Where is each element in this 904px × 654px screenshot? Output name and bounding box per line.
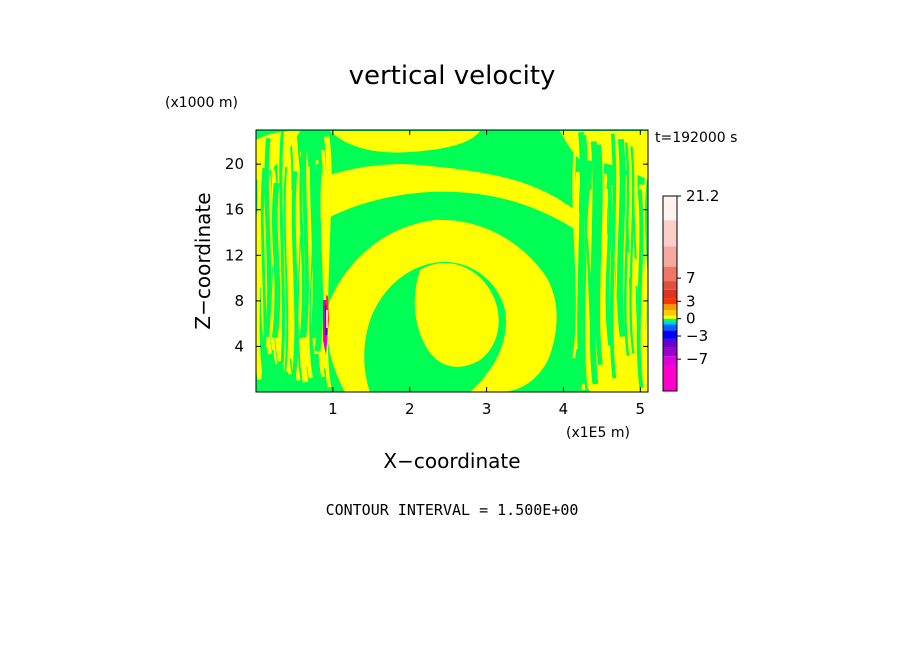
colorbar-band bbox=[663, 266, 677, 282]
yellow-arch-inner bbox=[326, 219, 557, 392]
colorbar-band bbox=[663, 324, 677, 331]
colorbar-band bbox=[663, 281, 677, 290]
colorbar-band bbox=[663, 220, 677, 247]
x-tick-label: 5 bbox=[636, 400, 646, 418]
colorbar-band bbox=[663, 330, 677, 339]
colorbar-band bbox=[663, 318, 677, 322]
wave-stripe bbox=[286, 186, 294, 359]
wave-stripe bbox=[268, 152, 275, 350]
wave-stripe bbox=[264, 138, 272, 337]
yellow-arch-outer bbox=[256, 164, 648, 300]
wave-stripe bbox=[314, 163, 324, 352]
wave-stripe bbox=[319, 149, 327, 369]
colorbar-band bbox=[663, 304, 677, 310]
y-units-label: (x1000 m) bbox=[165, 95, 238, 111]
wave-stripe bbox=[577, 131, 586, 385]
x-tick-label: 1 bbox=[328, 400, 338, 418]
colorbar: 21.2 7 30−3 −7 bbox=[662, 187, 719, 392]
x-tick-label: 3 bbox=[482, 400, 492, 418]
y-tick-label: 20 bbox=[225, 155, 244, 173]
wave-stripe bbox=[605, 170, 613, 346]
colorbar-band bbox=[663, 289, 677, 299]
yellow-upper-band bbox=[330, 131, 480, 153]
colorbar-band bbox=[663, 246, 677, 267]
yellow-core bbox=[414, 262, 499, 367]
wave-stripe bbox=[324, 138, 332, 388]
wave-stripe bbox=[595, 144, 603, 365]
wave-stripe bbox=[299, 152, 305, 339]
field-contours bbox=[256, 130, 648, 392]
wave-stripe bbox=[636, 189, 644, 388]
colorbar-band bbox=[663, 298, 677, 305]
wave-stripe bbox=[256, 146, 264, 380]
wave-stripe bbox=[624, 142, 630, 357]
y-tick-label: 12 bbox=[225, 246, 244, 264]
y-tick-label: 8 bbox=[234, 292, 244, 310]
wave-stripe bbox=[616, 138, 626, 337]
colorbar-label: −7 bbox=[686, 350, 708, 368]
colorbar-band bbox=[663, 347, 677, 357]
colorbar-label: 3 bbox=[686, 292, 696, 310]
y-tick-label: 4 bbox=[234, 337, 244, 355]
colorbar-band bbox=[663, 315, 677, 319]
wave-stripe bbox=[279, 130, 286, 378]
wave-stripes bbox=[256, 130, 648, 392]
wave-stripe bbox=[582, 134, 588, 392]
wave-stripe bbox=[291, 171, 299, 378]
wave-stripe bbox=[642, 175, 648, 357]
plot-frame bbox=[255, 129, 649, 393]
colorbar-label: −3 bbox=[686, 327, 708, 345]
wave-stripe bbox=[271, 182, 281, 338]
strong-updraft-signal bbox=[323, 295, 329, 355]
colorbar-label: 21.2 bbox=[686, 187, 719, 205]
wave-stripe bbox=[302, 130, 309, 338]
colorbar-band bbox=[663, 356, 677, 365]
wave-stripe bbox=[629, 146, 635, 354]
colorbar-band bbox=[663, 364, 677, 391]
x-tick-label: 4 bbox=[559, 400, 569, 418]
colorbar-frame bbox=[662, 195, 678, 392]
colorbar-band bbox=[663, 309, 677, 316]
y-tick-label: 16 bbox=[225, 201, 244, 219]
x-axis: 1 2 3 4 5 bbox=[328, 130, 645, 418]
chart-title: vertical velocity bbox=[349, 61, 556, 91]
colorbar-label: 0 bbox=[686, 310, 696, 328]
wave-stripe bbox=[260, 167, 267, 384]
x-axis-label: X−coordinate bbox=[383, 449, 520, 473]
colorbar-label: 7 bbox=[686, 269, 696, 287]
updraft-peak bbox=[326, 310, 328, 328]
colorbar-band bbox=[663, 321, 677, 325]
contour-interval-note: CONTOUR INTERVAL = 1.500E+00 bbox=[326, 501, 579, 519]
wave-stripe bbox=[283, 166, 289, 379]
colorbar-band bbox=[663, 338, 677, 348]
y-axis: 4 8 12 16 20 bbox=[225, 155, 648, 355]
colorbar-band bbox=[663, 196, 677, 221]
time-label: t=192000 s bbox=[655, 130, 737, 146]
x-tick-label: 2 bbox=[405, 400, 415, 418]
y-axis-label: Z−coordinate bbox=[191, 192, 215, 329]
x-units-label: (x1E5 m) bbox=[566, 425, 630, 441]
wave-stripe bbox=[602, 173, 610, 367]
wave-stripe bbox=[309, 130, 319, 339]
wave-stripe bbox=[609, 133, 617, 379]
wave-stripe bbox=[589, 141, 599, 385]
